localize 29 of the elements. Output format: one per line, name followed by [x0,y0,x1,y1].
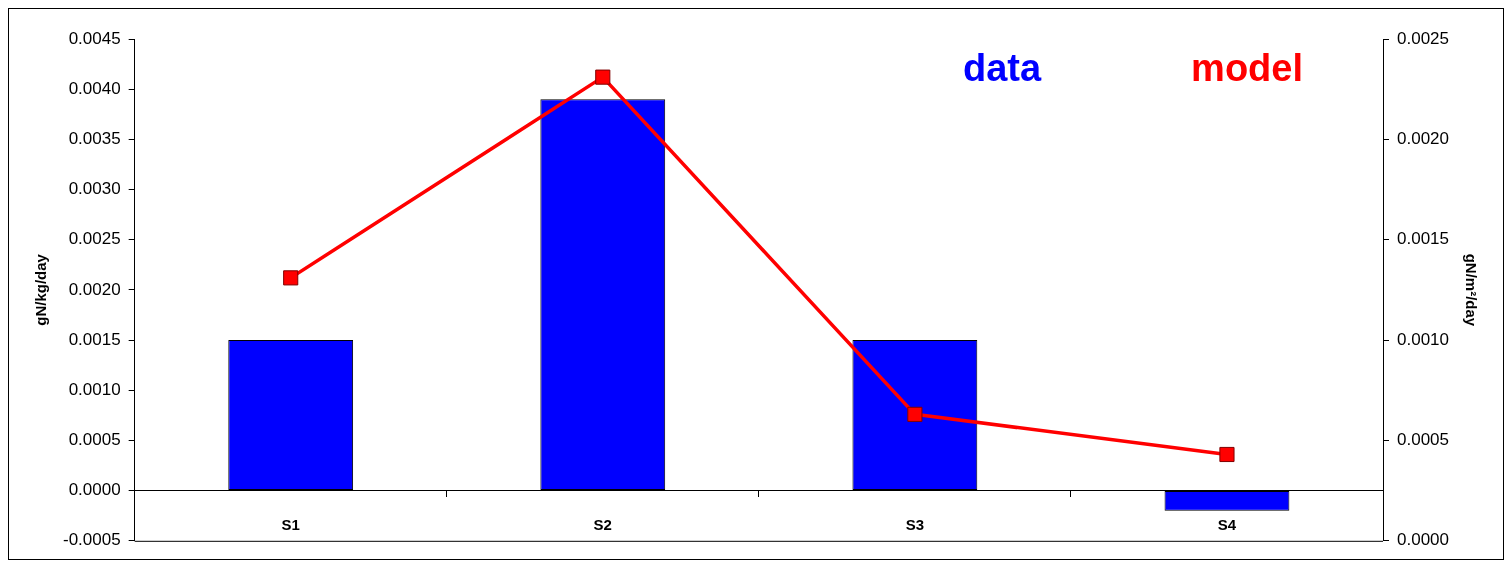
y-tick-label: 0.0020 [68,279,121,299]
x-tick-label: S1 [281,515,300,533]
y-tick-label: 0.0025 [68,229,121,249]
y-tick-label: 0.0010 [68,379,121,399]
y-tick-label: -0.0005 [62,530,121,550]
text: data [962,47,1042,90]
y2-tick-label: 0.0020 [1397,129,1449,149]
y-tick-label: 0.0045 [68,28,121,48]
y2-tick-label: 0.0015 [1397,229,1449,249]
y-tick-label: 0.0035 [68,129,121,149]
y-tick-label: 0.0015 [68,329,121,349]
y2-tick-label: 0.0005 [1397,430,1449,450]
y-tick-label: 0.0030 [68,179,121,199]
text: model [1191,47,1304,90]
y2-axis-title: gN/m²/day [1462,253,1480,327]
point [1219,446,1235,463]
point [907,406,923,422]
x-tick-label: S3 [905,515,925,533]
x-tick-label: S2 [593,515,612,533]
y2-tick-label: 0.0010 [1397,329,1449,349]
y2-tick-label: 0.0000 [1397,530,1449,550]
point [283,270,299,286]
y-axis-title: gN/kg/day [32,253,50,326]
x-tick-label: S4 [1217,515,1237,533]
y-tick-label: 0.0040 [68,78,121,98]
y2-tick-label: 0.0025 [1397,28,1449,48]
y-tick-label: 0.0005 [68,430,121,450]
point [595,69,611,85]
y-tick-label: 0.0000 [68,480,121,500]
